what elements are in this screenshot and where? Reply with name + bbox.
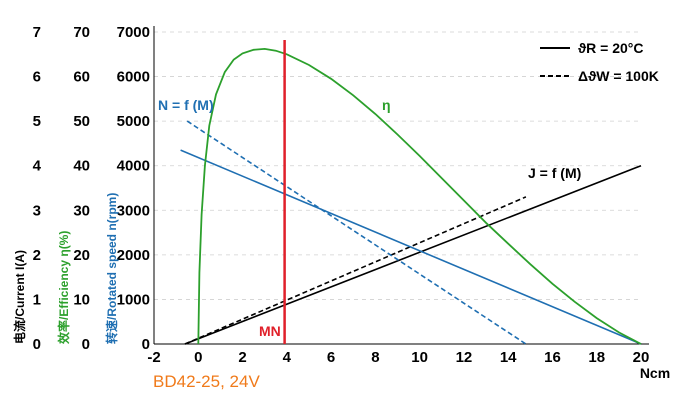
efficiency-tick-label: 40 <box>73 158 90 175</box>
speed-series-label: N = f (M) <box>158 97 214 113</box>
current-solid-line <box>184 164 642 345</box>
legend: ϑR = 20°C ΔϑW = 100K <box>540 40 659 84</box>
model-label: BD42-25, 24V <box>153 372 260 391</box>
speed-tick-label: 0 <box>142 336 150 353</box>
current-tick-label: 7 <box>33 24 41 41</box>
x-tick-label: 10 <box>411 349 428 366</box>
x-tick-label: 6 <box>327 349 335 366</box>
speed-tick-label: 5000 <box>117 113 150 130</box>
efficiency-series-label: η <box>382 97 391 113</box>
x-axis-label: Ncm <box>640 365 670 381</box>
x-tick-label: 4 <box>283 349 292 366</box>
speed-dashed-line <box>186 120 527 345</box>
x-tick-label: 12 <box>456 349 473 366</box>
speed-solid-line <box>180 149 642 345</box>
tick-labels: -2 0 2 4 6 8 10 12 14 16 18 20012345670102030405060… <box>33 24 650 366</box>
current-tick-label: 0 <box>33 336 41 353</box>
x-tick-label: 18 <box>588 349 605 366</box>
speed-tick-label: 4000 <box>117 158 150 175</box>
speed-tick-label: 3000 <box>117 202 150 219</box>
current-tick-label: 3 <box>33 202 41 219</box>
efficiency-tick-label: 20 <box>73 247 90 264</box>
efficiency-solid-line <box>197 47 642 345</box>
legend-dashed-label: ΔϑW = 100K <box>578 68 659 84</box>
x-tick-label: 2 <box>238 349 246 366</box>
rated-torque-label: MN <box>259 323 281 339</box>
current-series-label: J = f (M) <box>528 165 581 181</box>
efficiency-axis-title: 效率/Efficiency η(%) <box>56 231 71 344</box>
x-tick-label: -2 <box>147 349 160 366</box>
x-tick-label: 14 <box>500 349 517 366</box>
x-tick-label: 8 <box>371 349 379 366</box>
series-layer <box>180 40 642 345</box>
current-tick-label: 2 <box>33 247 41 264</box>
efficiency-tick-label: 0 <box>82 336 90 353</box>
current-tick-label: 4 <box>33 158 42 175</box>
x-tick-label: 20 <box>633 349 650 366</box>
current-dashed-line <box>184 196 527 345</box>
speed-axis-title: 转速/Rotated speed n(rpm) <box>104 193 119 344</box>
grid-lines <box>154 31 641 300</box>
current-tick-label: 5 <box>33 113 41 130</box>
x-tick-label: 0 <box>194 349 202 366</box>
current-axis-title: 电流/Current I(A) <box>12 250 27 344</box>
current-tick-label: 1 <box>33 291 41 308</box>
efficiency-tick-label: 60 <box>73 69 90 86</box>
speed-tick-label: 1000 <box>117 291 150 308</box>
efficiency-tick-label: 70 <box>73 24 90 41</box>
current-tick-label: 6 <box>33 69 41 86</box>
speed-tick-label: 6000 <box>117 69 150 86</box>
speed-tick-label: 2000 <box>117 247 150 264</box>
efficiency-tick-label: 30 <box>73 202 90 219</box>
efficiency-tick-label: 10 <box>73 291 90 308</box>
efficiency-tick-label: 50 <box>73 113 90 130</box>
x-tick-label: 16 <box>544 349 561 366</box>
legend-solid-label: ϑR = 20°C <box>578 40 644 56</box>
speed-tick-label: 7000 <box>117 24 150 41</box>
